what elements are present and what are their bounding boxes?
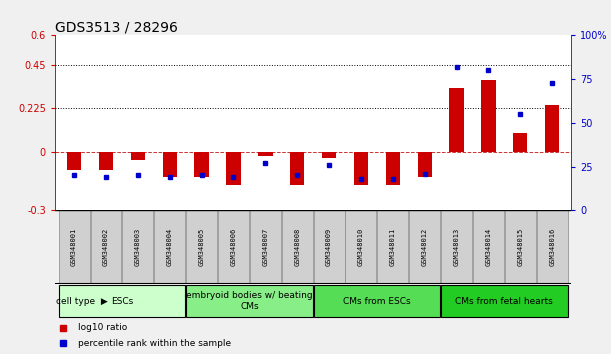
Bar — [258, 152, 273, 156]
Bar — [154, 210, 185, 284]
Bar — [67, 152, 81, 170]
Text: GSM348016: GSM348016 — [549, 228, 555, 266]
Bar — [378, 210, 408, 284]
Bar — [513, 133, 527, 152]
FancyBboxPatch shape — [59, 285, 185, 317]
Text: GSM348012: GSM348012 — [422, 228, 428, 266]
Text: log10 ratio: log10 ratio — [78, 323, 128, 332]
Bar — [186, 210, 217, 284]
Bar — [313, 210, 345, 284]
Bar — [122, 210, 153, 284]
Bar — [131, 152, 145, 160]
Bar — [99, 152, 113, 170]
Text: GDS3513 / 28296: GDS3513 / 28296 — [55, 20, 178, 34]
Text: GSM348007: GSM348007 — [262, 228, 268, 266]
Bar — [449, 88, 464, 152]
Text: cell type  ▶: cell type ▶ — [56, 297, 108, 306]
FancyBboxPatch shape — [441, 285, 568, 317]
Bar — [505, 210, 536, 284]
Bar — [354, 152, 368, 185]
Bar — [536, 210, 568, 284]
Text: GSM348010: GSM348010 — [358, 228, 364, 266]
Bar — [218, 210, 249, 284]
Bar — [90, 210, 122, 284]
Bar — [545, 105, 559, 152]
Text: CMs from ESCs: CMs from ESCs — [343, 297, 411, 306]
Text: GSM348004: GSM348004 — [167, 228, 173, 266]
Text: embryoid bodies w/ beating
CMs: embryoid bodies w/ beating CMs — [186, 291, 313, 311]
Text: GSM348005: GSM348005 — [199, 228, 205, 266]
Text: GSM348013: GSM348013 — [453, 228, 459, 266]
Bar — [481, 80, 496, 152]
Bar — [322, 152, 336, 158]
Text: GSM348014: GSM348014 — [485, 228, 491, 266]
Bar — [386, 152, 400, 185]
Text: GSM348006: GSM348006 — [230, 228, 236, 266]
FancyBboxPatch shape — [186, 285, 313, 317]
Bar — [345, 210, 376, 284]
Text: CMs from fetal hearts: CMs from fetal hearts — [455, 297, 553, 306]
Text: GSM348002: GSM348002 — [103, 228, 109, 266]
Text: GSM348011: GSM348011 — [390, 228, 396, 266]
Bar — [409, 210, 440, 284]
Bar — [417, 152, 432, 177]
Bar — [473, 210, 504, 284]
FancyBboxPatch shape — [313, 285, 440, 317]
Text: percentile rank within the sample: percentile rank within the sample — [78, 339, 232, 348]
Bar — [194, 152, 209, 177]
Bar — [290, 152, 304, 185]
Text: GSM348015: GSM348015 — [518, 228, 523, 266]
Text: ESCs: ESCs — [111, 297, 133, 306]
Bar — [282, 210, 313, 284]
Bar — [250, 210, 281, 284]
Bar — [59, 210, 90, 284]
Bar — [163, 152, 177, 177]
Bar — [441, 210, 472, 284]
Bar — [226, 152, 241, 185]
Text: GSM348009: GSM348009 — [326, 228, 332, 266]
Text: GSM348008: GSM348008 — [295, 228, 300, 266]
Text: GSM348003: GSM348003 — [135, 228, 141, 266]
Text: GSM348001: GSM348001 — [71, 228, 77, 266]
